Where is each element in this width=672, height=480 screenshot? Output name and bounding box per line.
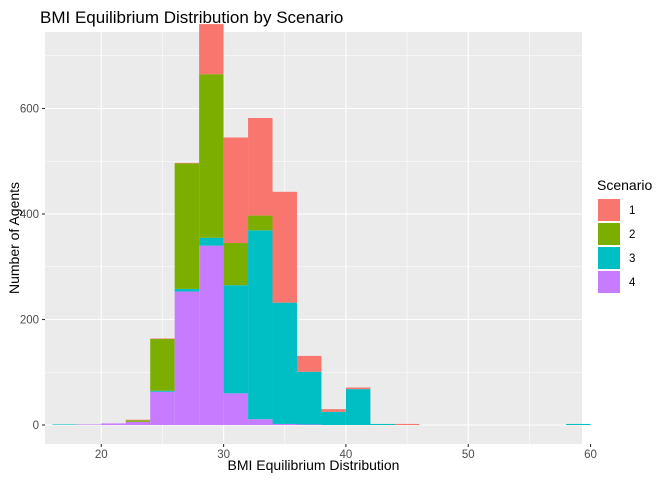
bar-segment-scenario-1 (394, 423, 420, 426)
bar-segment-scenario-2 (223, 243, 249, 286)
chart-title: BMI Equilibrium Distribution by Scenario (40, 8, 343, 27)
bar-segment-scenario-3 (223, 285, 249, 394)
bar-segment-scenario-4 (272, 423, 297, 426)
bar-segment-scenario-3 (345, 389, 371, 426)
bar-segment-scenario-4 (150, 391, 175, 426)
bar-segment-scenario-4 (223, 393, 249, 426)
bar-segment-scenario-1 (174, 162, 200, 164)
bar-segment-scenario-4 (296, 424, 322, 426)
bar-segment-scenario-4 (76, 424, 102, 426)
x-tick-label: 30 (217, 449, 230, 461)
bar-segment-scenario-3 (52, 424, 77, 426)
x-tick-label: 40 (340, 449, 353, 461)
legend-label-scenario-1: 1 (629, 205, 635, 217)
bar-segment-scenario-1 (223, 137, 249, 244)
legend-label-scenario-2: 2 (629, 229, 635, 241)
bar-segment-scenario-1 (272, 191, 297, 303)
legend-key-scenario-1 (598, 199, 620, 221)
x-tick-label: 50 (462, 449, 475, 461)
bar-segment-scenario-3 (370, 423, 395, 426)
bar-segment-scenario-1 (345, 387, 371, 390)
bar-segment-scenario-2 (174, 163, 200, 289)
y-tick-label: 600 (20, 103, 39, 115)
bar-segment-scenario-1 (321, 409, 346, 412)
y-axis: 0 200 400 600 (20, 103, 45, 432)
bar-segment-scenario-3 (150, 390, 175, 392)
legend-title: Scenario (597, 177, 652, 193)
legend-key-scenario-3 (598, 247, 620, 269)
legend-key-scenario-4 (598, 271, 620, 293)
bars-layer (52, 24, 591, 426)
bar-segment-scenario-3 (321, 411, 346, 426)
bar-segment-scenario-4 (125, 421, 151, 426)
x-axis-title: BMI Equilibrium Distribution (228, 457, 400, 473)
bar-segment-scenario-2 (199, 74, 224, 238)
bar-segment-scenario-2 (248, 215, 273, 231)
bar-segment-scenario-3 (272, 302, 297, 424)
bar-segment-scenario-3 (566, 423, 591, 426)
legend-key-scenario-2 (598, 223, 620, 245)
bar-segment-scenario-3 (199, 237, 224, 246)
bar-segment-scenario-3 (174, 288, 200, 292)
bar-segment-scenario-4 (174, 291, 200, 426)
bar-segment-scenario-1 (296, 355, 322, 372)
bar-segment-scenario-2 (125, 420, 151, 422)
bar-segment-scenario-4 (101, 423, 126, 426)
x-tick-label: 60 (584, 449, 597, 461)
legend-label-scenario-3: 3 (629, 253, 635, 265)
bar-segment-scenario-4 (248, 419, 273, 426)
bar-segment-scenario-1 (150, 338, 175, 340)
x-tick-label: 20 (95, 449, 108, 461)
y-axis-title: Number of Agents (6, 182, 22, 294)
y-tick-label: 400 (20, 209, 39, 221)
bar-segment-scenario-2 (150, 339, 175, 391)
bar-segment-scenario-3 (296, 371, 322, 425)
minor-grid (45, 32, 582, 444)
legend-label-scenario-4: 4 (629, 277, 636, 289)
y-tick-label: 200 (20, 315, 39, 327)
bar-segment-scenario-1 (125, 419, 151, 421)
bar-segment-scenario-4 (199, 245, 224, 426)
y-tick-label: 0 (33, 420, 39, 432)
bar-segment-scenario-3 (248, 230, 273, 420)
major-grid (45, 32, 592, 444)
legend: Scenario 1 2 3 4 (597, 177, 652, 293)
bar-segment-scenario-1 (248, 117, 273, 216)
bar-segment-scenario-1 (199, 24, 224, 75)
x-axis: 20 30 40 50 60 (95, 444, 597, 461)
